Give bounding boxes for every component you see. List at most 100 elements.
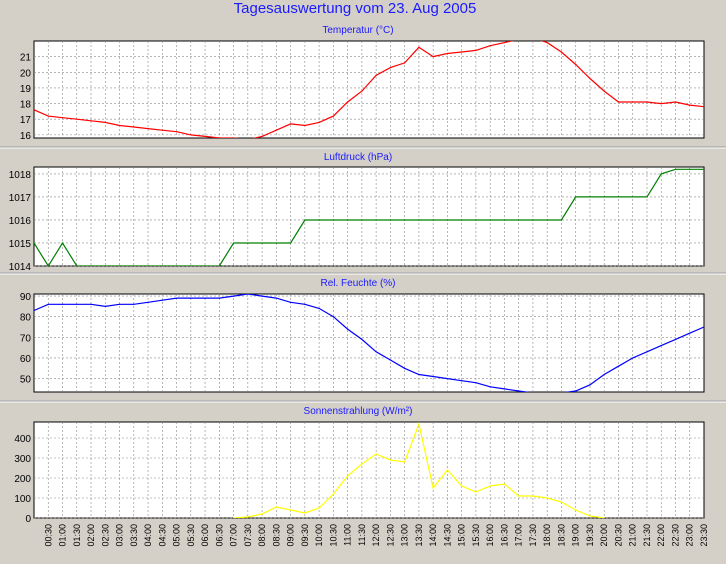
temperature-data-point — [332, 115, 334, 117]
x-tick-label: 01:00 — [58, 524, 68, 547]
x-tick-label: 21:00 — [628, 524, 638, 547]
temperature-data-point — [176, 131, 178, 133]
pressure-data-point — [518, 219, 520, 221]
x-tick-label: 15:00 — [457, 524, 467, 547]
solar-radiation-data-point — [589, 515, 591, 517]
x-tick-label: 07:00 — [229, 524, 239, 547]
solar-radiation-data-point — [361, 463, 363, 465]
pressure-data-point — [47, 265, 49, 266]
pressure-data-point — [404, 219, 406, 221]
temperature-data-point — [461, 51, 463, 53]
humidity-data-point — [61, 303, 64, 305]
solar-radiation-y-tick-label: 300 — [14, 454, 31, 465]
pressure-data-point — [603, 196, 605, 198]
pressure-data-point — [703, 168, 704, 170]
humidity-data-point — [218, 297, 220, 299]
solar-radiation-data-point — [418, 423, 420, 425]
pressure-data-point — [489, 219, 491, 221]
x-tick-label: 03:30 — [129, 524, 139, 547]
humidity-data-point — [703, 326, 704, 328]
solar-radiation-data-point — [461, 485, 463, 487]
temperature-data-point — [375, 74, 377, 76]
pressure-data-point — [90, 265, 92, 266]
pressure-data-point — [233, 242, 235, 244]
temperature-data-point — [560, 51, 563, 53]
humidity-data-point — [432, 375, 434, 378]
temperature-data-point — [646, 101, 648, 103]
humidity-data-point — [318, 307, 320, 309]
x-tick-label: 09:30 — [300, 524, 310, 547]
pressure-data-point — [546, 219, 548, 221]
temperature-data-point — [418, 46, 420, 48]
pressure-chart-title: Luftdruck (hPa) — [324, 152, 392, 163]
solar-radiation-data-point — [318, 507, 320, 509]
x-tick-label: 22:00 — [656, 524, 666, 547]
solar-radiation-data-point — [247, 516, 249, 518]
humidity-data-point — [489, 386, 491, 388]
temperature-data-point — [617, 101, 620, 103]
x-tick-label: 14:30 — [442, 524, 452, 547]
solar-radiation-y-tick-label: 0 — [25, 514, 31, 525]
temperature-data-point — [90, 120, 92, 122]
time-axis: 00:30 01:00 01:30 02:00 02:30 03:00 03:30 04:00… — [43, 524, 709, 547]
humidity-series-line — [34, 294, 704, 392]
solar-radiation-data-point — [503, 483, 505, 485]
humidity-y-tick-label: 90 — [20, 292, 32, 303]
pressure-series-line — [34, 168, 704, 266]
temperature-data-point — [575, 63, 577, 66]
x-tick-label: 05:00 — [172, 524, 182, 547]
pressure-y-tick-label: 1018 — [9, 170, 32, 181]
humidity-plot-area — [33, 293, 705, 393]
humidity-data-point — [503, 388, 505, 390]
temperature-data-point — [446, 52, 448, 55]
pressure-y-tick-label: 1014 — [9, 262, 32, 273]
humidity-data-point — [389, 359, 391, 361]
temperature-data-point — [290, 123, 292, 125]
pressure-data-point — [218, 265, 220, 266]
temperature-data-point — [261, 135, 263, 137]
temperature-chart-title: Temperatur (°C) — [322, 25, 393, 36]
temperature-data-point — [603, 90, 605, 92]
humidity-data-point — [418, 373, 420, 376]
pressure-data-point — [646, 196, 648, 198]
solar-radiation-data-point — [332, 493, 334, 495]
humidity-data-point — [247, 294, 249, 295]
solar-radiation-data-point — [546, 497, 548, 499]
pressure-data-point — [461, 219, 463, 221]
solar-radiation-y-tick-label: 400 — [14, 434, 31, 445]
temperature-data-point — [389, 67, 391, 69]
solar-radiation-data-point — [575, 509, 577, 511]
pressure-data-point — [261, 242, 263, 244]
humidity-data-point — [34, 309, 35, 312]
humidity-data-point — [147, 301, 149, 303]
temperature-data-point — [546, 42, 548, 44]
humidity-y-tick-label: 50 — [20, 375, 32, 386]
humidity-data-point — [290, 301, 292, 303]
humidity-data-point — [275, 297, 277, 299]
temperature-data-point — [318, 121, 320, 123]
humidity-data-point — [674, 338, 677, 340]
x-tick-label: 04:00 — [143, 524, 153, 547]
pressure-data-point — [475, 219, 477, 221]
x-tick-label: 15:30 — [471, 524, 481, 547]
temperature-data-point — [204, 135, 206, 137]
humidity-data-point — [461, 380, 463, 382]
solar-radiation-data-point — [532, 495, 534, 497]
humidity-data-point — [475, 382, 477, 384]
temperature-data-point — [34, 109, 35, 111]
humidity-data-point — [361, 338, 363, 340]
x-tick-label: 16:00 — [485, 524, 495, 547]
pressure-data-point — [617, 196, 620, 198]
pressure-data-point — [389, 219, 391, 221]
humidity-data-point — [104, 305, 106, 307]
temperature-data-point — [118, 124, 121, 127]
temperature-data-point — [275, 129, 277, 131]
pressure-data-point — [147, 265, 149, 266]
pressure-data-point — [347, 219, 349, 221]
solar-radiation-plot-area — [33, 421, 705, 519]
solar-radiation-data-point — [290, 509, 292, 511]
solar-radiation-data-point — [475, 491, 477, 493]
pressure-data-point — [589, 196, 591, 198]
x-tick-label: 08:00 — [257, 524, 267, 547]
